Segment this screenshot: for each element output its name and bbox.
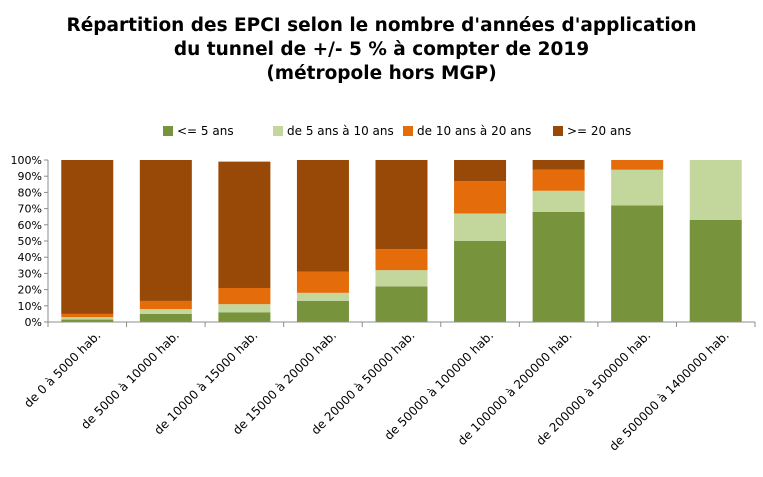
- bar-segment: [218, 312, 271, 322]
- legend-label: >= 20 ans: [567, 124, 631, 138]
- bar-segment: [611, 169, 664, 206]
- bar-segment: [689, 219, 742, 322]
- bar-segment: [454, 181, 507, 214]
- bar-segment: [296, 271, 349, 293]
- bar-segment: [532, 211, 585, 322]
- legend-swatch: [553, 126, 563, 136]
- y-tick-label: 30%: [18, 267, 42, 280]
- y-tick-label: 0%: [25, 316, 42, 329]
- bar-segment: [139, 300, 192, 310]
- legend-swatch: [163, 126, 173, 136]
- bar-segment: [61, 160, 114, 314]
- bar-segment: [532, 160, 585, 170]
- chart-title-line-1: Répartition des EPCI selon le nombre d'a…: [66, 15, 697, 36]
- bar-segment: [454, 213, 507, 241]
- bar-segment: [139, 309, 192, 314]
- bar-segment: [296, 300, 349, 322]
- bar-segment: [139, 313, 192, 322]
- bar-segment: [61, 317, 114, 320]
- x-axis: de 0 à 5000 hab.de 5000 à 10000 hab.de 1…: [21, 321, 756, 454]
- y-tick-label: 70%: [18, 203, 42, 216]
- bar-segment: [689, 160, 742, 220]
- bar-segment: [375, 286, 428, 322]
- bar-segment: [218, 304, 271, 313]
- bar-segment: [611, 160, 664, 170]
- bar-segment: [454, 241, 507, 322]
- chart-title-line-2: du tunnel de +/- 5 % à compter de 2019: [173, 39, 590, 60]
- bar-segment: [375, 270, 428, 287]
- bar-segment: [375, 249, 428, 271]
- y-tick-label: 20%: [18, 284, 42, 297]
- legend-label: de 10 ans à 20 ans: [417, 124, 531, 138]
- bars: [61, 160, 742, 322]
- y-tick-label: 40%: [18, 251, 42, 264]
- bar-segment: [296, 292, 349, 301]
- x-tick-label: de 0 à 5000 hab.: [21, 328, 103, 410]
- y-tick-label: 50%: [18, 235, 42, 248]
- bar-segment: [139, 160, 192, 301]
- bar-segment: [532, 169, 585, 191]
- bar-segment: [532, 190, 585, 212]
- y-axis: 0% 10% 20% 30% 40% 50% 60% 70% 80% 90% 100%: [11, 154, 49, 329]
- legend: <= 5 ans de 5 ans à 10 ans de 10 ans à 20 …: [163, 124, 631, 138]
- chart-title-line-3: (métropole hors MGP): [266, 63, 497, 84]
- bar-segment: [611, 205, 664, 322]
- y-tick-label: 60%: [18, 219, 42, 232]
- chart-title: Répartition des EPCI selon le nombre d'a…: [0, 14, 763, 86]
- y-tick-label: 100%: [11, 154, 42, 167]
- y-tick-label: 80%: [18, 186, 42, 199]
- legend-swatch: [273, 126, 283, 136]
- bar-segment: [61, 319, 114, 322]
- legend-label: de 5 ans à 10 ans: [287, 124, 394, 138]
- y-tick-label: 10%: [18, 300, 42, 313]
- bar-segment: [375, 160, 428, 250]
- legend-swatch: [403, 126, 413, 136]
- legend-label: <= 5 ans: [177, 124, 234, 138]
- bar-segment: [61, 313, 114, 318]
- bar-segment: [218, 287, 271, 305]
- bar-segment: [218, 161, 271, 288]
- bar-segment: [454, 160, 507, 182]
- bar-segment: [296, 160, 349, 272]
- y-tick-label: 90%: [18, 170, 42, 183]
